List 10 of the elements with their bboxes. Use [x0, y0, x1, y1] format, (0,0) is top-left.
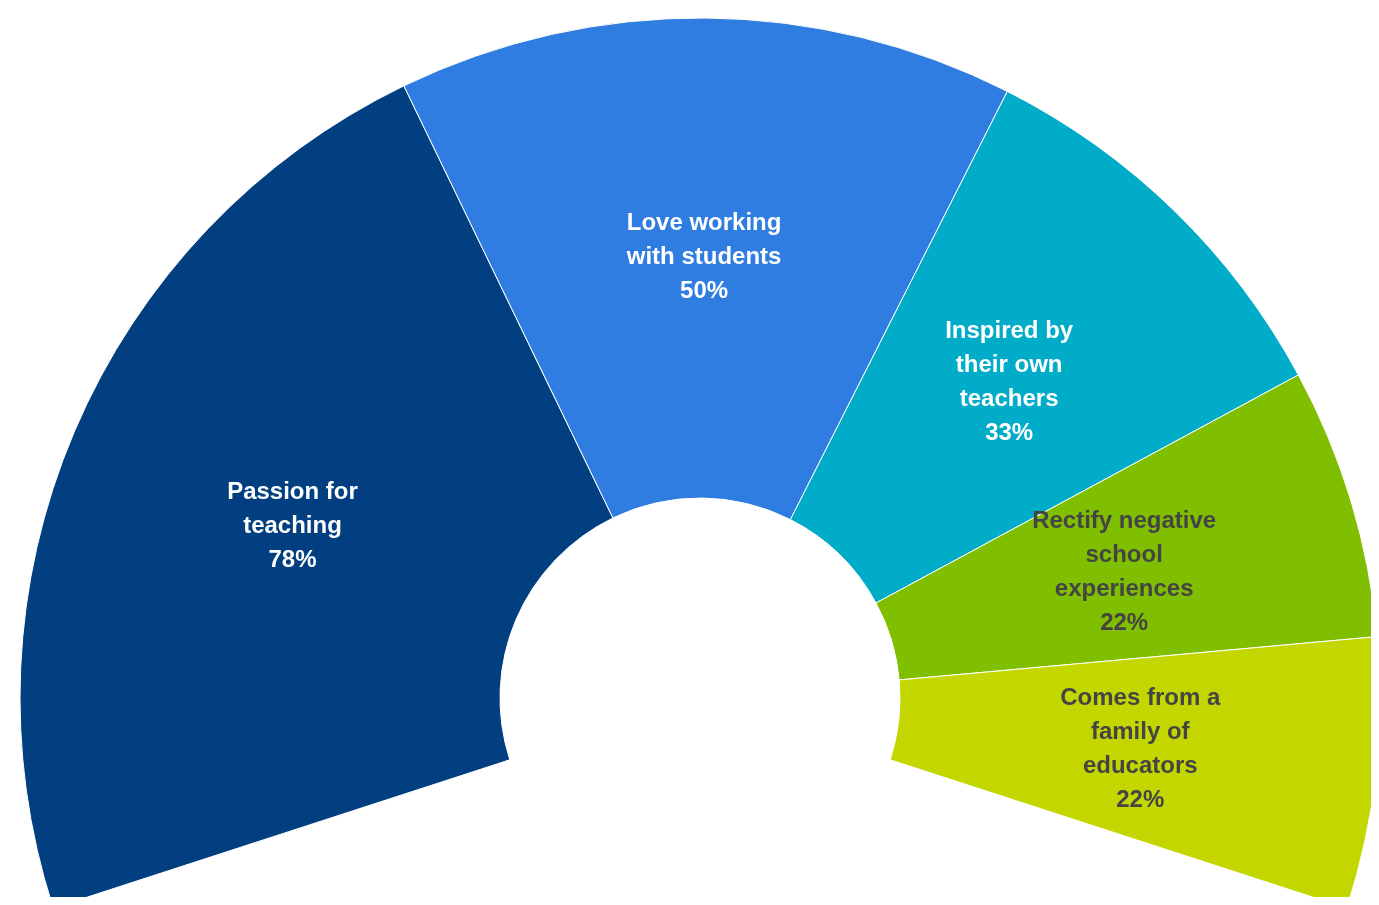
data-label: 33% [985, 418, 1034, 446]
data-label: 50% [680, 275, 729, 303]
slice-label: Inspired by their own teachers [945, 316, 1074, 412]
slice-label: Rectify negative school experiences [1032, 505, 1217, 601]
data-label: 22% [1100, 607, 1149, 635]
data-label: 22% [1116, 784, 1165, 812]
slice-label: Comes from a family of educators [1060, 682, 1221, 778]
data-label: 78% [268, 544, 317, 572]
slice-label: Love working with students [625, 207, 782, 269]
slice-label: Passion for teaching [227, 476, 358, 538]
